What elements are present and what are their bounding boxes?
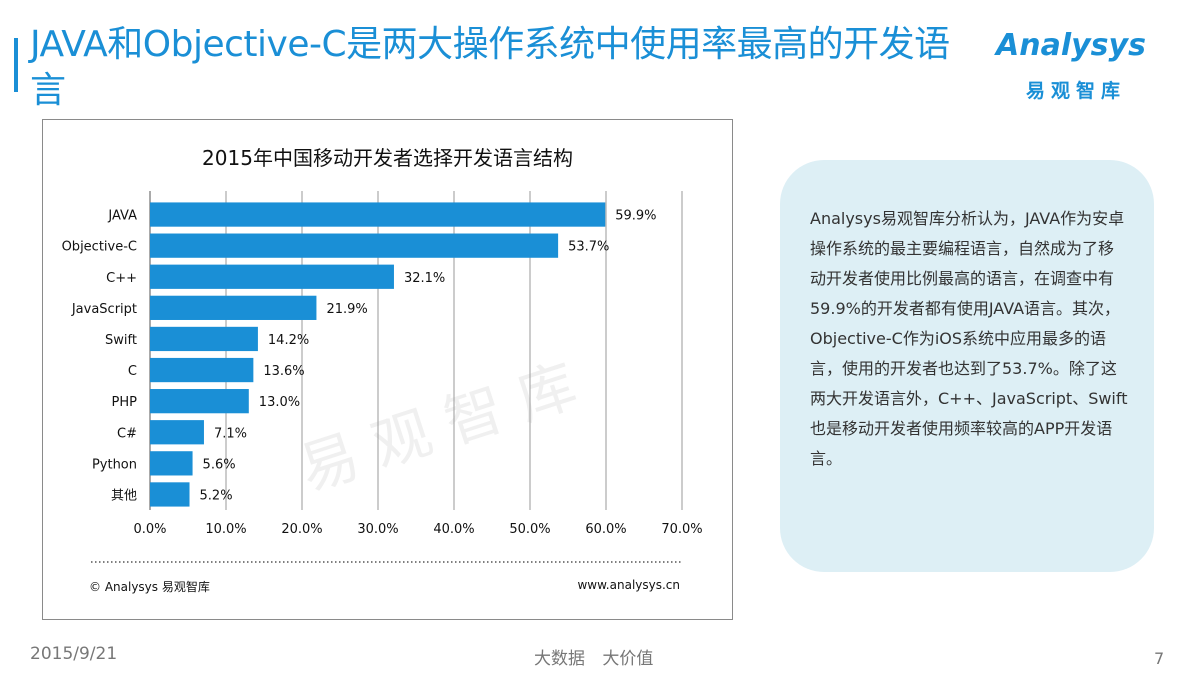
logo-chinese-name: 易观智库 <box>1026 80 1127 102</box>
bar <box>150 451 193 476</box>
x-tick-label: 0.0% <box>133 522 166 537</box>
value-label: 7.1% <box>214 426 247 441</box>
x-tick-label: 60.0% <box>585 522 626 537</box>
value-label: 21.9% <box>326 302 367 317</box>
chart-url: www.analysys.cn <box>577 578 680 592</box>
title-accent-bar <box>14 38 18 92</box>
value-label: 5.6% <box>203 457 236 472</box>
logo-wordmark: Analysys <box>996 28 1146 63</box>
bar <box>150 202 606 227</box>
page-number: 7 <box>1154 649 1165 668</box>
bar <box>150 420 204 445</box>
footer-slogan: 大数据 大价值 <box>534 649 654 669</box>
bar <box>150 326 258 352</box>
category-label: C <box>128 364 137 379</box>
category-label: C# <box>117 426 137 441</box>
category-label: Python <box>92 457 137 472</box>
value-label: 14.2% <box>268 333 309 348</box>
x-tick-label: 50.0% <box>509 522 550 537</box>
bar <box>150 264 394 289</box>
value-label: 32.1% <box>404 271 445 286</box>
category-label: JavaScript <box>71 302 137 317</box>
bar <box>150 482 190 507</box>
category-label: C++ <box>106 271 137 286</box>
x-tick-label: 40.0% <box>433 522 474 537</box>
chart-frame: 易观智库 2015年中国移动开发者选择开发语言结构 0.0% 10.0% 20.0%… <box>42 119 733 620</box>
bar <box>150 389 249 414</box>
x-tick-label: 70.0% <box>661 522 702 537</box>
bar-chart: 0.0% 10.0% 20.0% 30.0% 40.0% 50.0% 60.0% 70.0% J… <box>62 191 703 563</box>
bar <box>150 295 317 320</box>
chart-source: © Analysys 易观智库 <box>89 580 210 594</box>
analysis-text: Analysys易观智库分析认为，JAVA作为安卓操作系统的最主要编程语言，自然… <box>810 209 1128 468</box>
value-label: 13.0% <box>259 395 300 410</box>
page-title: JAVA和Objective-C是两大操作系统中使用率最高的开发语言 <box>30 24 950 111</box>
bar <box>150 357 254 383</box>
x-tick-label: 10.0% <box>205 522 246 537</box>
value-label: 59.9% <box>615 209 656 224</box>
chart-title: 2015年中国移动开发者选择开发语言结构 <box>202 146 573 170</box>
x-tick-label: 20.0% <box>281 522 322 537</box>
analysys-logo: Analysys 易观智库 <box>990 28 1170 108</box>
value-label: 13.6% <box>263 364 304 379</box>
x-tick-label: 30.0% <box>357 522 398 537</box>
footer-date: 2015/9/21 <box>30 644 118 664</box>
category-label: 其他 <box>111 488 137 503</box>
category-label: Swift <box>105 333 137 348</box>
value-label: 5.2% <box>200 488 233 503</box>
value-label: 53.7% <box>568 240 609 255</box>
category-label: Objective-C <box>62 240 137 255</box>
bar <box>150 233 559 258</box>
category-label: PHP <box>112 395 138 410</box>
analysis-box: Analysys易观智库分析认为，JAVA作为安卓操作系统的最主要编程语言，自然… <box>780 160 1154 572</box>
category-label: JAVA <box>107 209 137 224</box>
